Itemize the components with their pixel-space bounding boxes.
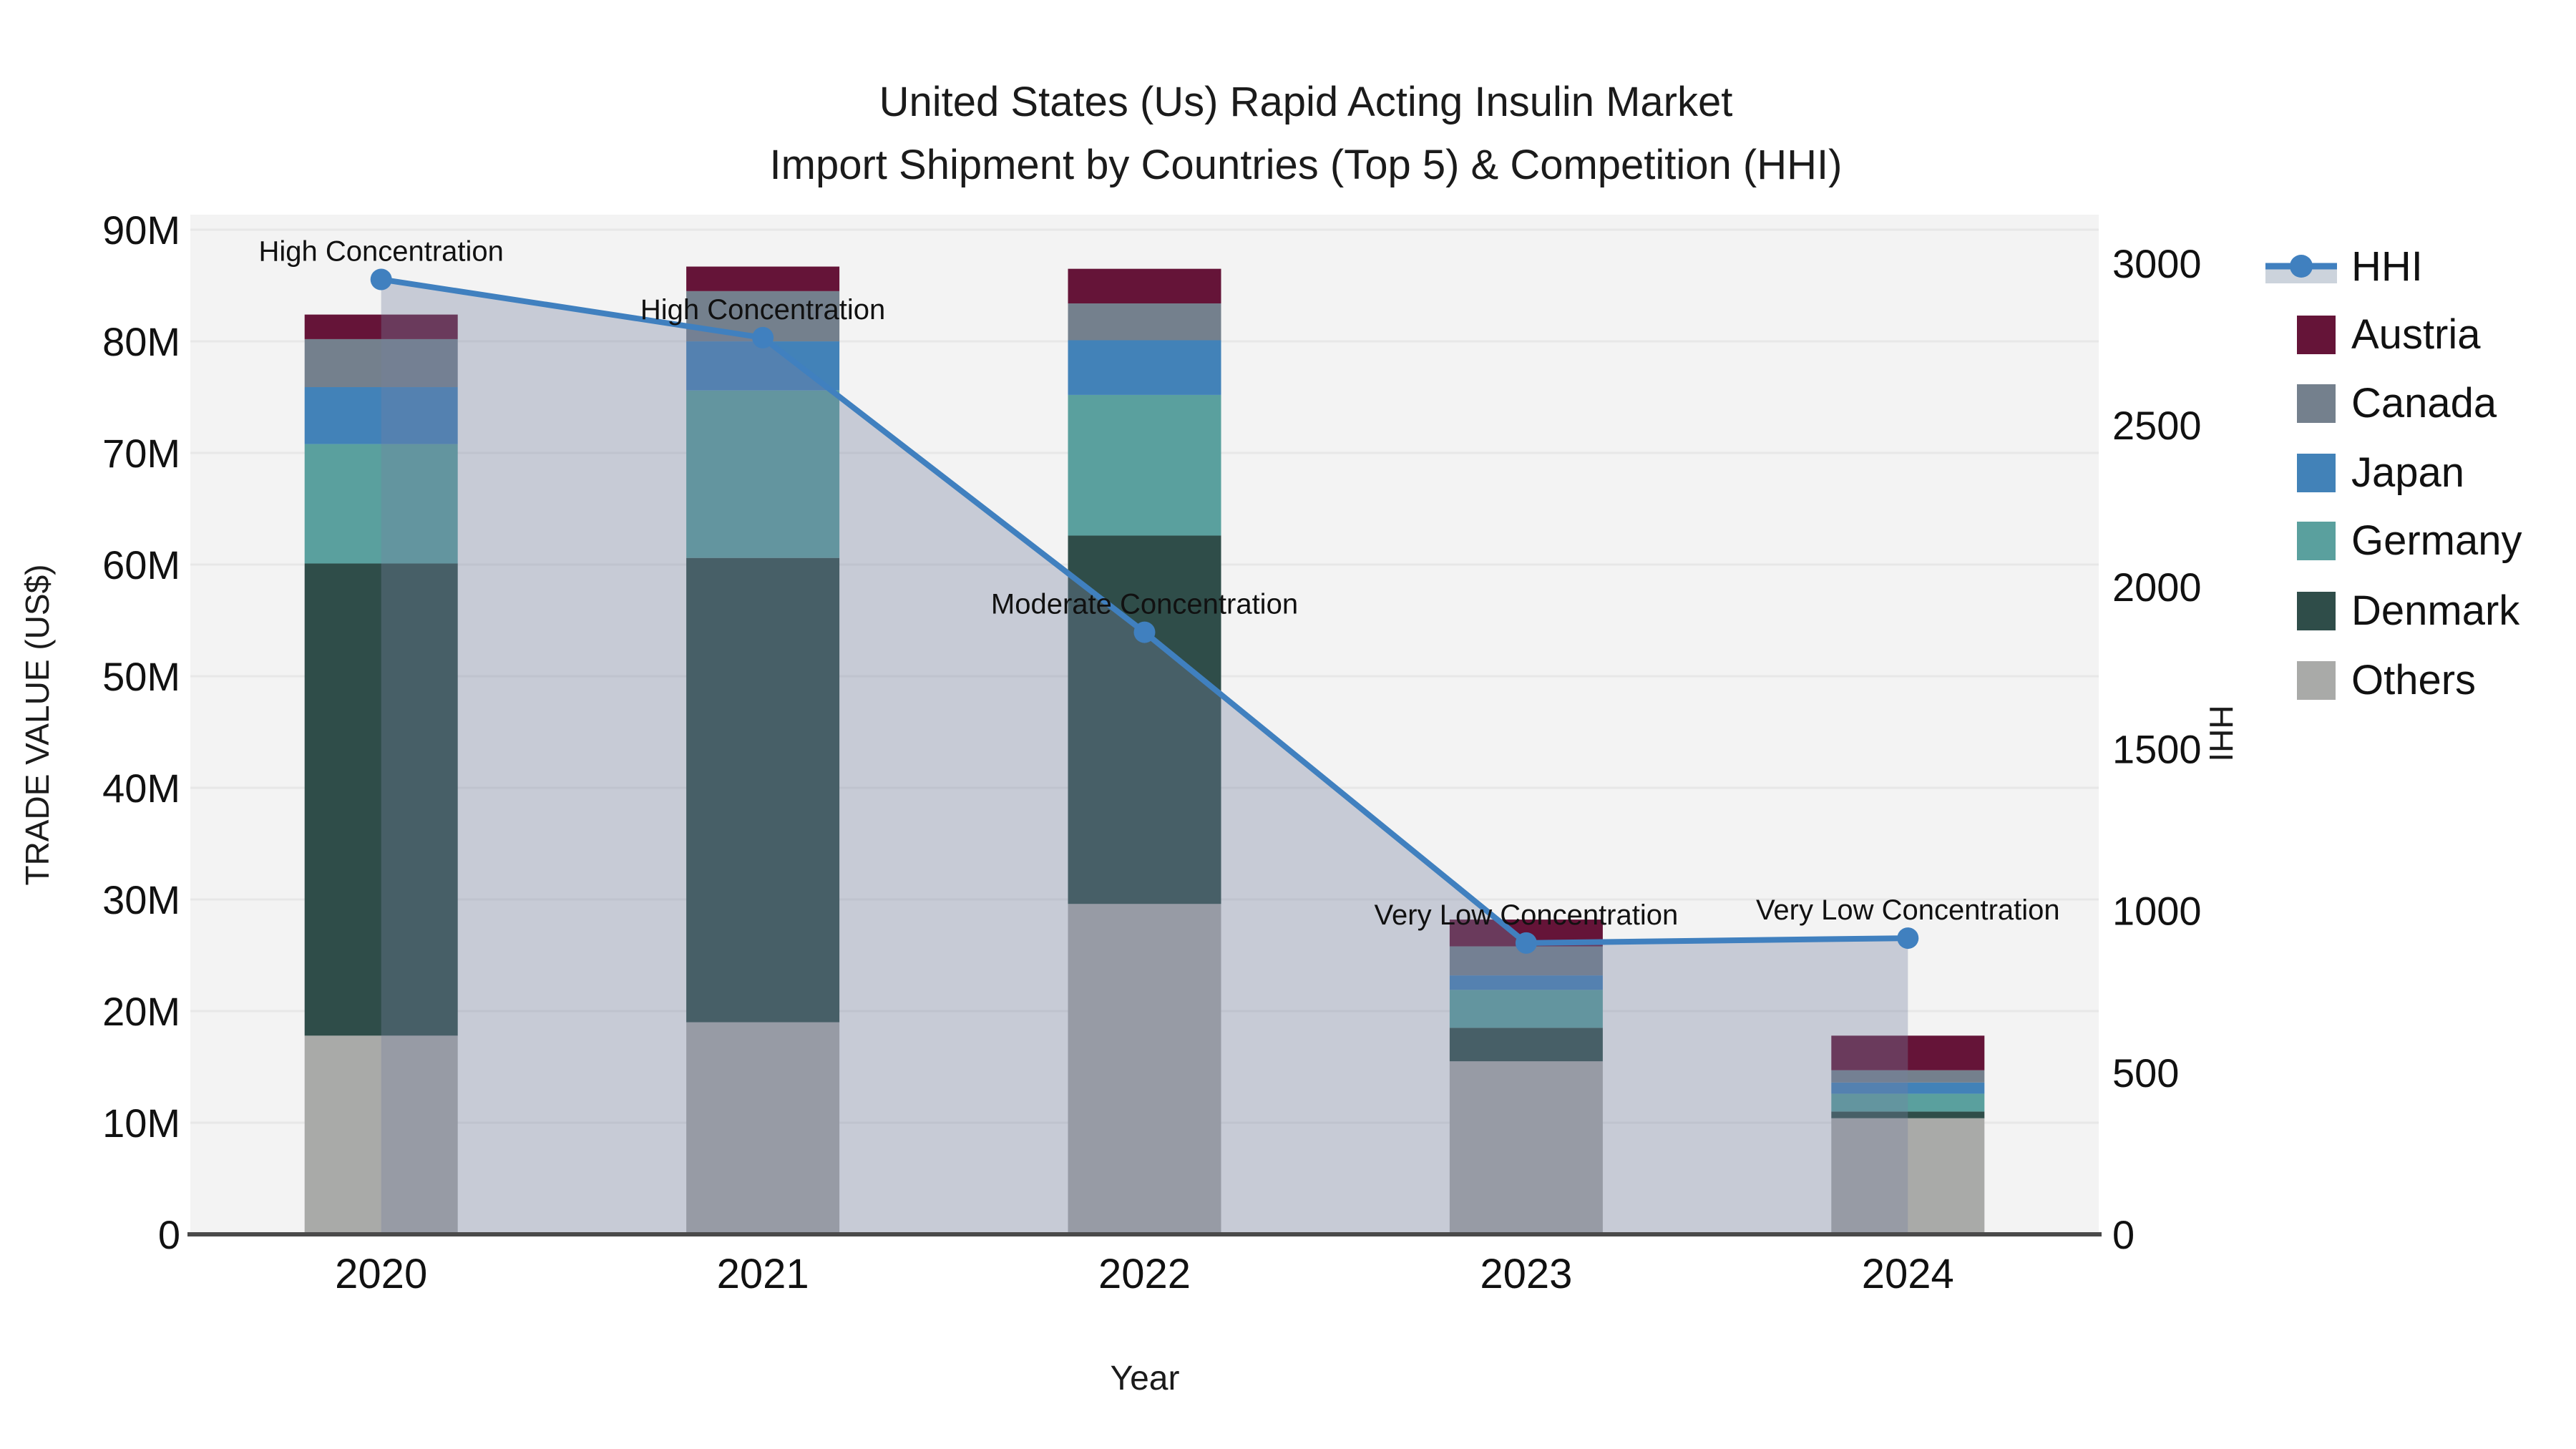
- y2-axis-title: HHI: [2202, 705, 2240, 761]
- y-axis-tick-40M: 40M: [102, 766, 180, 811]
- bar-segment-2022-others[interactable]: [1068, 904, 1221, 1234]
- y-axis-tick-80M: 80M: [102, 319, 180, 364]
- x-axis-title: Year: [1111, 1360, 1180, 1397]
- hhi-area-fill: [381, 279, 1908, 1234]
- legend-label-denmark: Denmark: [2351, 587, 2520, 634]
- y-axis-tick-20M: 20M: [102, 989, 180, 1034]
- bar-segment-2022-japan[interactable]: [1068, 340, 1221, 395]
- hhi-marker-2022[interactable]: [1133, 621, 1156, 643]
- legend-item-japan[interactable]: Japan: [2297, 449, 2464, 496]
- annotation-2022: Moderate Concentration: [991, 589, 1298, 620]
- legend-item-canada[interactable]: Canada: [2297, 380, 2497, 426]
- y-axis-tick-30M: 30M: [102, 877, 180, 922]
- legend-label-germany: Germany: [2351, 517, 2522, 564]
- y2-axis-tick-500: 500: [2112, 1050, 2179, 1096]
- chart-title-line2: Import Shipment by Countries (Top 5) & C…: [770, 142, 1843, 188]
- bar-segment-2020-others[interactable]: [304, 1035, 458, 1234]
- y-axis-tick-60M: 60M: [102, 542, 180, 587]
- y-axis-tick-50M: 50M: [102, 654, 180, 699]
- bar-segment-2022-canada[interactable]: [1068, 303, 1221, 341]
- annotation-2024: Very Low Concentration: [1756, 894, 2060, 926]
- y-axis-tick-0: 0: [158, 1212, 180, 1257]
- bar-segment-2020-austria[interactable]: [304, 314, 458, 339]
- bar-segment-2024-austria[interactable]: [1831, 1035, 1985, 1070]
- x-axis-line: [187, 1232, 2102, 1236]
- bar-segment-2021-others[interactable]: [686, 1022, 840, 1234]
- bar-segment-2024-germany[interactable]: [1831, 1093, 1985, 1112]
- hhi-marker-2020[interactable]: [370, 268, 392, 291]
- chart-title-line1: United States (Us) Rapid Acting Insulin …: [879, 79, 1733, 125]
- bar-segment-2021-denmark[interactable]: [686, 557, 840, 1023]
- bar-segment-2023-others[interactable]: [1449, 1061, 1603, 1234]
- legend-label-hhi: HHI: [2351, 243, 2423, 290]
- bar-segment-2022-germany[interactable]: [1068, 394, 1221, 536]
- bar-segment-2023-germany[interactable]: [1449, 990, 1603, 1028]
- y-axis-tick-90M: 90M: [102, 208, 180, 253]
- y-axis-tick-70M: 70M: [102, 431, 180, 476]
- x-axis-tick-2023: 2023: [1480, 1251, 1572, 1297]
- legend-swatch-canada: [2297, 384, 2336, 423]
- legend-swatch-denmark: [2297, 592, 2336, 630]
- legend-item-germany[interactable]: Germany: [2297, 517, 2522, 564]
- bar-segment-2024-canada[interactable]: [1831, 1070, 1985, 1083]
- legend-swatch-austria: [2297, 316, 2336, 354]
- bar-segment-2020-denmark[interactable]: [304, 563, 458, 1036]
- y2-axis-tick-1500: 1500: [2112, 726, 2202, 771]
- bar-segment-2021-germany[interactable]: [686, 390, 840, 558]
- bar-segment-2023-denmark[interactable]: [1449, 1028, 1603, 1062]
- legend-hhi-marker-icon: [2290, 255, 2313, 278]
- y2-axis-tick-2500: 2500: [2112, 403, 2202, 448]
- y-axis-tick-10M: 10M: [102, 1101, 180, 1146]
- y2-axis-tick-1000: 1000: [2112, 889, 2202, 934]
- legend-item-austria[interactable]: Austria: [2297, 311, 2481, 358]
- legend-item-others[interactable]: Others: [2297, 657, 2476, 703]
- bar-segment-2021-japan[interactable]: [686, 341, 840, 391]
- bar-segment-2022-denmark[interactable]: [1068, 535, 1221, 904]
- x-axis-tick-2020: 2020: [335, 1251, 427, 1297]
- annotation-2021: High Concentration: [640, 294, 885, 326]
- y-axis-title: TRADE VALUE (US$): [19, 564, 56, 885]
- bar-segment-2020-germany[interactable]: [304, 444, 458, 564]
- legend-swatch-others: [2297, 661, 2336, 700]
- annotation-2020: High Concentration: [258, 235, 503, 267]
- legend-label-canada: Canada: [2351, 380, 2497, 426]
- x-axis-tick-2024: 2024: [1862, 1251, 1954, 1297]
- hhi-marker-2021[interactable]: [752, 326, 774, 348]
- bar-segment-2024-denmark[interactable]: [1831, 1111, 1985, 1118]
- x-axis-tick-2021: 2021: [717, 1251, 809, 1297]
- legend-swatch-japan: [2297, 454, 2336, 492]
- bar-segment-2024-others[interactable]: [1831, 1118, 1985, 1234]
- y2-axis-tick-3000: 3000: [2112, 241, 2202, 286]
- y2-axis-tick-0: 0: [2112, 1212, 2135, 1257]
- legend-label-others: Others: [2351, 657, 2476, 703]
- x-axis-tick-2022: 2022: [1098, 1251, 1191, 1297]
- bar-segment-2022-austria[interactable]: [1068, 268, 1221, 304]
- hhi-marker-2024[interactable]: [1897, 927, 1919, 950]
- annotation-2023: Very Low Concentration: [1375, 899, 1679, 931]
- legend-swatch-germany: [2297, 522, 2336, 560]
- bar-segment-2024-japan[interactable]: [1831, 1082, 1985, 1094]
- legend-label-austria: Austria: [2351, 311, 2481, 358]
- legend-item-denmark[interactable]: Denmark: [2297, 587, 2520, 634]
- hhi-marker-2023[interactable]: [1515, 932, 1537, 954]
- bar-segment-2021-austria[interactable]: [686, 266, 840, 291]
- bar-segment-2023-japan[interactable]: [1449, 975, 1603, 990]
- bar-segment-2020-canada[interactable]: [304, 338, 458, 388]
- legend-item-hhi[interactable]: HHI: [2265, 243, 2423, 290]
- legend-label-japan: Japan: [2351, 449, 2464, 496]
- y2-axis-tick-2000: 2000: [2112, 565, 2202, 610]
- bar-segment-2020-japan[interactable]: [304, 387, 458, 444]
